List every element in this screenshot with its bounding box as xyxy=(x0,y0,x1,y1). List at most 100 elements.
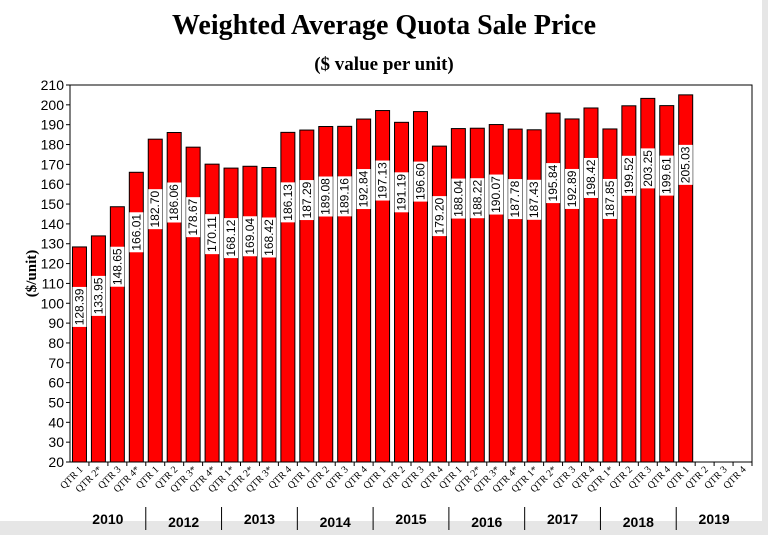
data-label: 179.20 xyxy=(432,197,446,234)
y-tick-label: 130 xyxy=(41,236,65,252)
data-label: 168.42 xyxy=(262,219,276,256)
bar xyxy=(261,167,277,463)
y-tick-label: 120 xyxy=(41,256,65,272)
bar xyxy=(147,138,163,463)
data-label-bg xyxy=(565,168,580,209)
data-label-bg xyxy=(470,178,485,219)
data-label: 186.13 xyxy=(281,184,295,221)
data-label-bg xyxy=(242,216,257,257)
data-label: 187.43 xyxy=(527,181,541,218)
data-label-bg xyxy=(280,182,295,223)
data-label: 170.11 xyxy=(205,216,219,252)
y-tick-label: 160 xyxy=(41,176,65,192)
bar xyxy=(280,131,296,463)
data-label: 182.70 xyxy=(148,190,162,227)
data-label: 199.61 xyxy=(660,157,674,194)
y-tick-label: 140 xyxy=(41,216,65,232)
bar xyxy=(640,97,656,463)
data-label-bg xyxy=(432,196,447,237)
data-label: 188.22 xyxy=(470,180,484,217)
y-tick-label: 180 xyxy=(41,137,65,153)
data-label: 187.29 xyxy=(300,181,314,218)
y-tick-label: 100 xyxy=(41,295,65,311)
data-label: 186.06 xyxy=(167,184,181,221)
group-label: 2016 xyxy=(471,514,502,530)
group-label: 2019 xyxy=(699,511,730,527)
y-tick-label: 90 xyxy=(48,315,64,331)
data-label: 197.13 xyxy=(376,162,390,199)
y-tick-label: 50 xyxy=(48,394,64,410)
data-label-bg xyxy=(508,179,523,220)
chart-title: Weighted Average Quota Sale Price xyxy=(171,10,597,41)
data-label-bg xyxy=(167,182,182,223)
group-label: 2014 xyxy=(320,514,351,530)
y-axis-label: ($/unit) xyxy=(24,250,40,298)
data-label-bg xyxy=(678,144,693,185)
data-label-bg xyxy=(583,157,598,198)
data-label-bg xyxy=(186,197,201,238)
data-label: 199.52 xyxy=(622,157,636,194)
data-label: 195.84 xyxy=(546,164,560,201)
y-tick-label: 60 xyxy=(48,375,64,391)
bar xyxy=(90,235,106,463)
bar xyxy=(204,163,220,463)
data-label: 189.16 xyxy=(338,178,352,215)
data-label-bg xyxy=(110,246,125,287)
group-label: 2010 xyxy=(92,511,123,527)
y-tick-label: 170 xyxy=(41,156,65,172)
bar xyxy=(526,129,542,463)
data-label-bg xyxy=(527,179,542,220)
bar xyxy=(299,129,315,463)
group-label: 2013 xyxy=(244,511,275,527)
data-label: 169.04 xyxy=(243,218,257,255)
data-label-bg xyxy=(640,148,655,189)
data-label: 196.60 xyxy=(413,163,427,200)
bar xyxy=(109,206,125,463)
data-label-bg xyxy=(451,178,466,219)
data-label-bg xyxy=(356,169,371,210)
y-tick-label: 200 xyxy=(41,97,65,113)
data-label-bg xyxy=(299,180,314,221)
data-label-bg xyxy=(224,218,239,259)
data-label: 198.42 xyxy=(584,159,598,196)
data-label: 189.08 xyxy=(319,178,333,215)
y-tick-label: 150 xyxy=(41,196,65,212)
bar xyxy=(71,246,87,463)
data-label-bg xyxy=(318,176,333,217)
bar xyxy=(185,146,201,463)
data-label-bg xyxy=(261,217,276,258)
data-label: 133.95 xyxy=(91,277,105,314)
y-tick-label: 30 xyxy=(48,434,64,450)
data-label-bg xyxy=(489,174,504,215)
data-label-bg xyxy=(148,189,163,230)
data-label: 128.39 xyxy=(72,288,86,325)
bar xyxy=(242,165,258,463)
plot-area xyxy=(69,84,753,463)
y-tick-label: 20 xyxy=(48,454,64,470)
data-label: 205.03 xyxy=(679,146,693,183)
data-label-bg xyxy=(337,176,352,217)
y-tick-label: 210 xyxy=(41,77,65,93)
group-label: 2018 xyxy=(623,514,654,530)
data-label-bg xyxy=(413,161,428,202)
data-label: 166.01 xyxy=(129,214,143,251)
data-label: 148.65 xyxy=(110,248,124,285)
data-label: 188.04 xyxy=(451,180,465,217)
data-label: 187.78 xyxy=(508,180,522,217)
y-tick-label: 110 xyxy=(42,275,65,291)
data-label: 190.07 xyxy=(489,176,503,213)
data-label-bg xyxy=(659,155,674,196)
data-label-bg xyxy=(205,214,220,255)
bar xyxy=(507,128,523,463)
y-tick-label: 80 xyxy=(48,335,64,351)
data-label: 191.19 xyxy=(395,174,409,211)
bar xyxy=(431,145,447,463)
data-label: 168.12 xyxy=(224,219,238,256)
chart-subtitle: ($ value per unit) xyxy=(314,54,454,75)
bar xyxy=(602,128,618,463)
bar xyxy=(223,167,239,463)
group-label: 2012 xyxy=(168,514,199,530)
data-label: 203.25 xyxy=(641,150,655,187)
data-label-bg xyxy=(621,155,636,196)
